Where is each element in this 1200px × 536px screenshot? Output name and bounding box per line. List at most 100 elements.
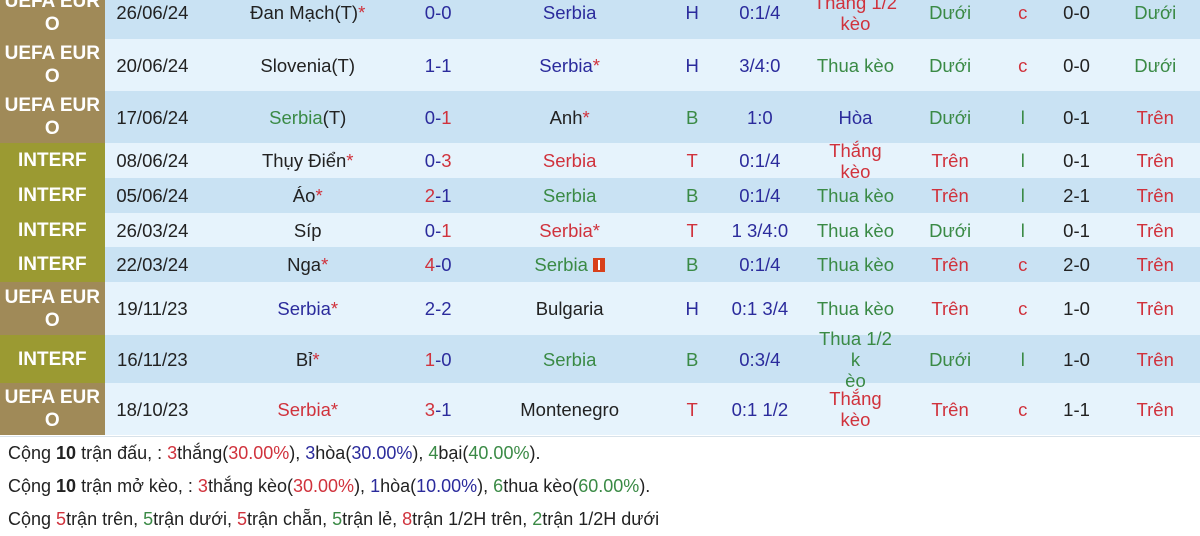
table-row[interactable]: UEFA EUR O 26/06/24 Đan Mạch(T) * 0-0 Serbia H 0… (0, 0, 1200, 39)
away-team[interactable]: Serbia (461, 178, 678, 213)
league-cell[interactable]: UEFA EUR O (0, 0, 105, 39)
match-date: 26/03/24 (116, 219, 189, 241)
away-goals: 0 (441, 2, 452, 23)
summary-segment: 30.00% (228, 443, 290, 463)
red-card-icon (592, 257, 605, 272)
home-team[interactable]: Serbia * (200, 383, 415, 435)
half-time-score: 0-1 (1063, 150, 1090, 171)
home-team[interactable]: Serbia (T) (200, 91, 415, 143)
home-team[interactable]: Áo * (200, 178, 415, 213)
table-row[interactable]: INTERF 22/03/24 Nga * 4-0 Serbia B 0:1/4 Thua kè… (0, 247, 1200, 282)
away-team[interactable]: Serbia (461, 335, 678, 383)
away-team[interactable]: Serbia (461, 143, 678, 178)
away-team[interactable]: Bulgaria (461, 282, 678, 335)
over-under-result: Trên (931, 298, 969, 319)
half-time-over-under: Trên (1136, 219, 1174, 241)
home-team[interactable]: Đan Mạch(T) * (200, 0, 415, 39)
summary-segment: hòa( (380, 476, 417, 496)
home-team[interactable]: Thụy Điển * (200, 143, 415, 178)
odd-even-result: l (1020, 106, 1025, 128)
away-team-name[interactable]: Bulgaria (535, 298, 604, 319)
home-team-name[interactable]: Nga (287, 254, 322, 275)
home-team-name[interactable]: Đan Mạch(T) (250, 2, 359, 23)
summary-segment: trận mở kèo, : (76, 476, 198, 496)
league-cell[interactable]: UEFA EUR O (0, 282, 105, 335)
league-cell[interactable]: INTERF (0, 247, 105, 282)
table-row[interactable]: UEFA EUR O 19/11/23 Serbia * 2-2 Bulgaria H 0:1 … (0, 282, 1200, 335)
away-team[interactable]: Serbia * (461, 213, 678, 247)
match-date: 22/03/24 (116, 254, 189, 275)
home-team-name[interactable]: Bỉ (295, 348, 313, 370)
handicap-result-text: Thắng kèo (829, 139, 882, 182)
away-team-name[interactable]: Serbia (542, 2, 597, 23)
half-time-score: 2-0 (1063, 254, 1090, 275)
home-team-name[interactable]: Slovenia(T) (260, 54, 356, 76)
summary-segment: 30.00% (351, 443, 413, 463)
away-team-name[interactable]: Serbia (539, 219, 593, 241)
league-cell[interactable]: INTERF (0, 335, 105, 383)
home-team-name[interactable]: Serbia (277, 398, 331, 420)
away-team[interactable]: Serbia (461, 0, 678, 39)
match-date: 26/06/24 (116, 2, 189, 23)
summary-segment: 40.00% (468, 443, 530, 463)
away-team-name[interactable]: Montenegro (520, 398, 619, 420)
table-row[interactable]: UEFA EUR O 20/06/24 Slovenia(T) 1-1 Serbia * H 3… (0, 39, 1200, 91)
away-team[interactable]: Serbia (461, 247, 678, 282)
league-cell[interactable]: UEFA EUR O (0, 383, 105, 435)
away-team-name[interactable]: Anh (549, 106, 583, 128)
league-cell[interactable]: UEFA EUR O (0, 91, 105, 143)
league-cell[interactable]: INTERF (0, 213, 105, 247)
handicap: 0:1/4 (739, 2, 781, 23)
league-label: UEFA EUR (4, 387, 100, 408)
away-team[interactable]: Serbia * (461, 39, 678, 91)
home-team-name[interactable]: Serbia (277, 298, 331, 319)
home-team-name[interactable]: Áo (292, 185, 316, 206)
full-time-score: 4-0 (415, 247, 461, 282)
league-cell[interactable]: INTERF (0, 178, 105, 213)
league-cell[interactable]: INTERF (0, 143, 105, 178)
home-team[interactable]: Bỉ * (200, 335, 415, 383)
table-row[interactable]: INTERF 05/06/24 Áo * 2-1 Serbia B 0:1/4 Thua kèo… (0, 178, 1200, 213)
home-team-name[interactable]: Serbia (269, 106, 323, 128)
home-team[interactable]: Síp (200, 213, 415, 247)
home-team[interactable]: Nga * (200, 247, 415, 282)
away-goals: 1 (441, 106, 452, 128)
table-row[interactable]: INTERF 08/06/24 Thụy Điển * 0-3 Serbia T 0:1/4 T… (0, 140, 1200, 182)
summary-segment: thua kèo( (503, 476, 579, 496)
away-team-name[interactable]: Serbia (539, 54, 593, 76)
league-label: INTERF (17, 348, 87, 370)
table-row[interactable]: UEFA EUR O 17/06/24 Serbia (T) 0-1 Anh * B 1:0 Hòa… (0, 91, 1200, 143)
away-team-name[interactable]: Serbia (534, 254, 588, 275)
league-cell[interactable]: UEFA EUR O (0, 39, 105, 91)
away-team-name[interactable]: Serbia (542, 348, 597, 370)
summary-segment: trận trên, (66, 509, 144, 529)
table-row[interactable]: UEFA EUR O 18/10/23 Serbia * 3-1 Montenegro T 0:… (0, 383, 1200, 435)
home-goals: 1 (424, 54, 436, 76)
away-team-name[interactable]: Serbia (542, 185, 597, 206)
match-date: 17/06/24 (116, 106, 189, 128)
home-team[interactable]: Serbia * (200, 282, 415, 335)
over-under-result: Dưới (929, 54, 972, 76)
summary-segment: 5 (237, 509, 248, 529)
full-time-score: 2-2 (415, 282, 461, 335)
home-team-name[interactable]: Síp (293, 219, 322, 241)
side-indicator: H (685, 298, 699, 319)
table-row[interactable]: INTERF 26/03/24 Síp 0-1 Serbia * T 1 3/4:0 Thua … (0, 213, 1200, 247)
table-row[interactable]: INTERF 16/11/23 Bỉ * 1-0 Serbia B 0:3/4 Thua 1/2… (0, 328, 1200, 391)
half-time-over-under: Trên (1136, 185, 1174, 206)
league-label: UEFA EUR (4, 95, 100, 116)
favorite-marker: * (592, 219, 600, 241)
summary-segment: 3 (167, 443, 178, 463)
home-team[interactable]: Slovenia(T) (200, 39, 415, 91)
side-indicator: B (685, 106, 699, 128)
summary-segment: trận đấu, : (76, 443, 168, 463)
odd-even-result: c (1018, 254, 1028, 275)
away-team[interactable]: Anh * (461, 91, 678, 143)
home-team-name[interactable]: Thụy Điển (261, 150, 347, 171)
half-time-score: 0-0 (1063, 54, 1090, 76)
handicap-result: Thắng kèo (814, 140, 898, 182)
away-team-name[interactable]: Serbia (542, 150, 597, 171)
away-team[interactable]: Montenegro (461, 383, 678, 435)
side-indicator: T (686, 150, 698, 171)
match-date: 05/06/24 (116, 185, 189, 206)
